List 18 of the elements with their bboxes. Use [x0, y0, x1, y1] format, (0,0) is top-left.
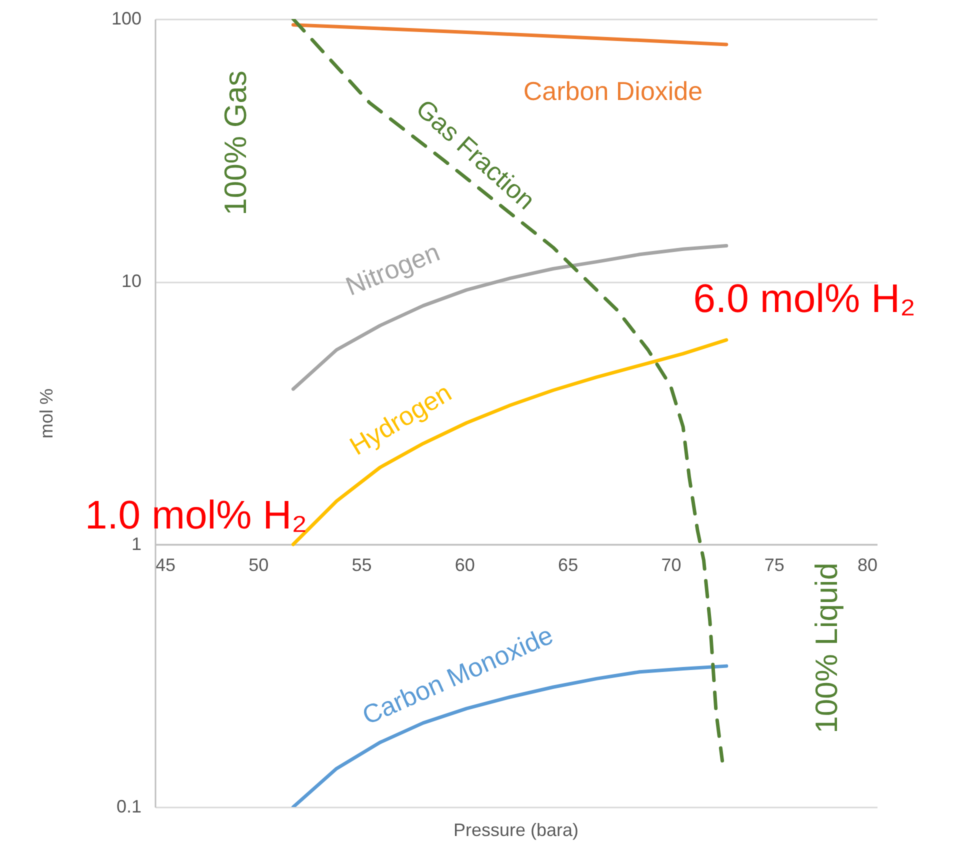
- y-tick-label: 10: [121, 271, 142, 292]
- series-label: Carbon Dioxide: [523, 76, 703, 106]
- x-axis-title: Pressure (bara): [453, 820, 579, 840]
- annotation: 100% Gas: [218, 70, 253, 216]
- x-tick-label: 75: [764, 554, 784, 575]
- x-tick-label: 70: [661, 554, 682, 575]
- x-tick-label: 60: [454, 554, 475, 575]
- x-tick-label: 45: [156, 554, 176, 575]
- line-series: [291, 23, 728, 46]
- y-axis-title: mol %: [36, 388, 56, 439]
- annotation: 6.0 mol% H₂: [693, 276, 916, 321]
- y-tick-label: 0.1: [116, 796, 142, 816]
- x-tick-label: 55: [352, 554, 372, 575]
- x-tick-label: 80: [857, 554, 878, 575]
- annotation: 100% Liquid: [809, 562, 844, 734]
- y-tick-label: 100: [111, 8, 142, 28]
- x-tick-label: 65: [558, 554, 578, 575]
- x-tick-label: 50: [248, 554, 269, 575]
